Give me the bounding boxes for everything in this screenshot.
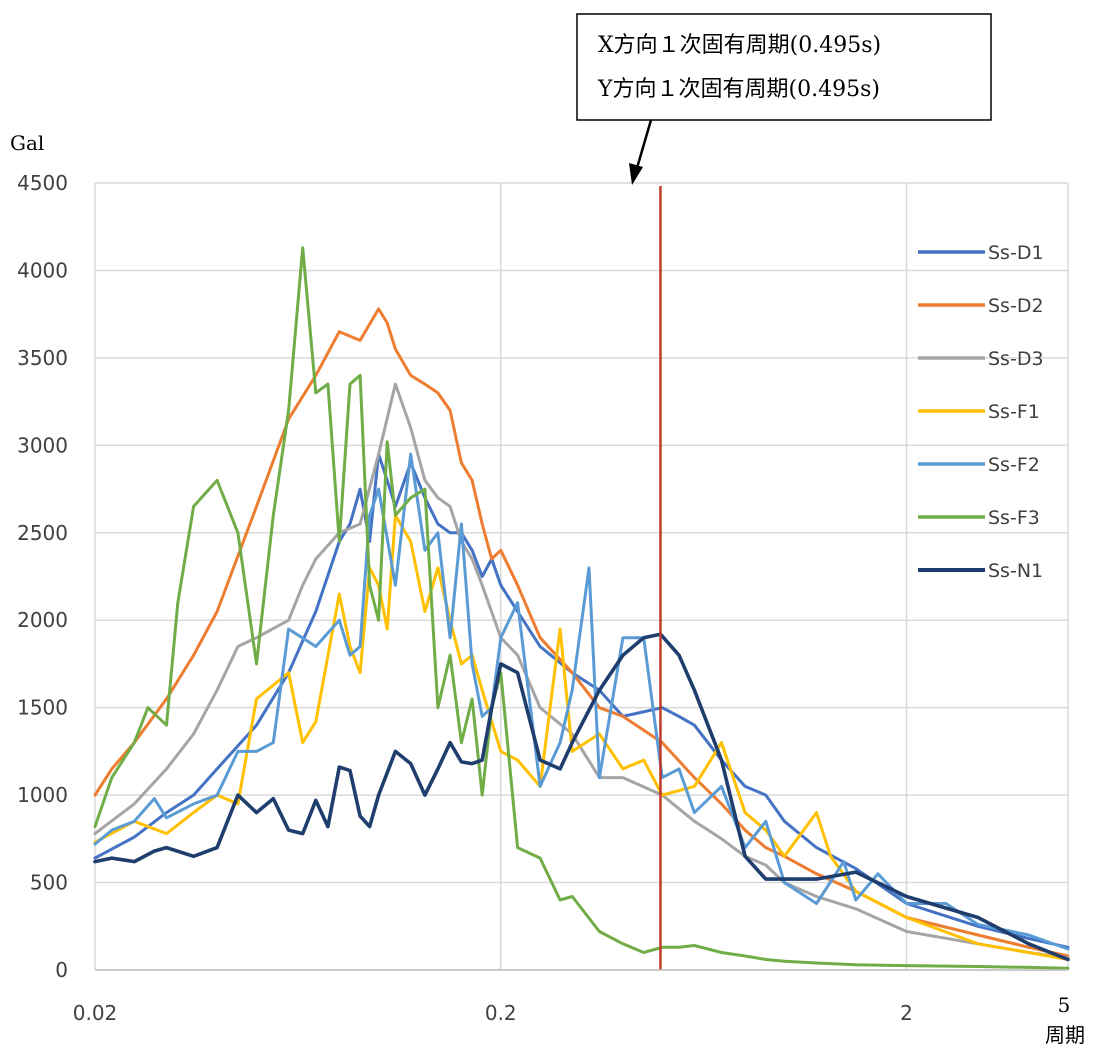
annotation-text: Y方向１次固有周期(0.495s) (597, 77, 880, 102)
x-tick-label: 2 (900, 1001, 913, 1025)
y-tick-label: 4500 (17, 171, 68, 195)
series-line-ss-d3 (93, 382, 1070, 960)
legend-label: Ss-F3 (988, 507, 1040, 529)
annotation-arrow-shaft (635, 119, 653, 169)
series-line-ss-f1 (93, 513, 1070, 961)
legend-label: Ss-D1 (988, 242, 1044, 264)
y-tick-label: 2500 (17, 521, 68, 545)
legend-item: Ss-F1 (918, 401, 1040, 423)
annotation-text: X方向１次固有周期(0.495s) (598, 33, 881, 58)
legend-label: Ss-F2 (988, 454, 1040, 476)
x-axis-label: 周期 (1045, 1023, 1085, 1047)
legend: Ss-D1 Ss-D2 Ss-D3 Ss-F1 Ss-F2 Ss-F3 Ss-N1 (918, 242, 1044, 582)
legend-item: Ss-D1 (918, 242, 1044, 264)
grid-layer (94, 182, 1069, 971)
axis-layer: 0 500 1000 1500 2000 2500 3000 3500 4000 4500 0.02… (10, 131, 1085, 1047)
annotation-arrow-head (629, 163, 643, 185)
annotation-box (576, 13, 992, 121)
x-tick-label: 5 (1058, 993, 1071, 1017)
legend-item: Ss-D3 (918, 348, 1044, 370)
y-tick-label: 1500 (17, 696, 68, 720)
series-line-ss-d1 (93, 452, 1070, 949)
legend-item: Ss-N1 (918, 560, 1043, 582)
legend-label: Ss-D2 (988, 295, 1044, 317)
legend-label: Ss-F1 (988, 401, 1040, 423)
y-tick-label: 4000 (17, 258, 68, 282)
legend-label: Ss-D3 (988, 348, 1044, 370)
y-axis-label: Gal (10, 131, 44, 155)
series-line-ss-n1 (93, 632, 1070, 962)
y-tick-label: 3500 (17, 346, 68, 370)
legend-label: Ss-N1 (988, 560, 1043, 582)
x-tick-label: 0.2 (485, 1001, 517, 1025)
x-tick-label: 0.02 (73, 1001, 118, 1025)
y-tick-label: 2000 (17, 608, 68, 632)
y-tick-label: 0 (55, 958, 68, 982)
annotation-callout: X方向１次固有周期(0.495s) Y方向１次固有周期(0.495s) (576, 13, 992, 185)
legend-item: Ss-F3 (918, 507, 1040, 529)
legend-item: Ss-D2 (918, 295, 1044, 317)
series-line-ss-f2 (93, 452, 1070, 951)
legend-item: Ss-F2 (918, 454, 1040, 476)
y-tick-label: 3000 (17, 433, 68, 457)
y-tick-label: 1000 (17, 783, 68, 807)
y-tick-label: 500 (30, 871, 68, 895)
series-layer (93, 246, 1070, 970)
series-line-ss-f3 (93, 246, 1070, 970)
